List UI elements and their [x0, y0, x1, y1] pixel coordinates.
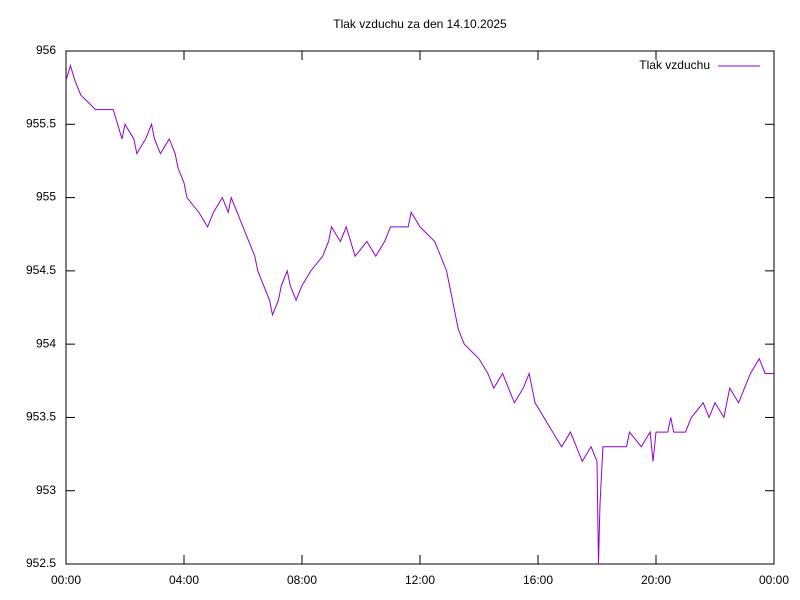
x-tick-label: 00:00: [759, 573, 789, 587]
y-tick-label: 954: [36, 336, 56, 350]
x-tick-label: 20:00: [641, 573, 671, 587]
y-tick-label: 955: [36, 190, 56, 204]
line: [65, 63, 774, 565]
y-tick-label: 956: [36, 43, 56, 57]
x-tick-label: 12:00: [405, 573, 435, 587]
y-tick-label: 952.5: [26, 556, 56, 570]
legend-label: Tlak vzduchu: [639, 58, 710, 72]
y-tick-label: 955.5: [26, 116, 56, 130]
y-tick-label: 953: [36, 483, 56, 497]
y-tick-label: 953.5: [26, 410, 56, 424]
x-tick-label: 08:00: [287, 573, 317, 587]
x-tick-label: 16:00: [523, 573, 553, 587]
x-tick-label: 04:00: [169, 573, 199, 587]
y-tick-label: 954.5: [26, 263, 56, 277]
x-tick-label: 00:00: [51, 573, 81, 587]
chart-title: Tlak vzduchu za den 14.10.2025: [333, 17, 507, 31]
plot-frame: [65, 50, 775, 565]
